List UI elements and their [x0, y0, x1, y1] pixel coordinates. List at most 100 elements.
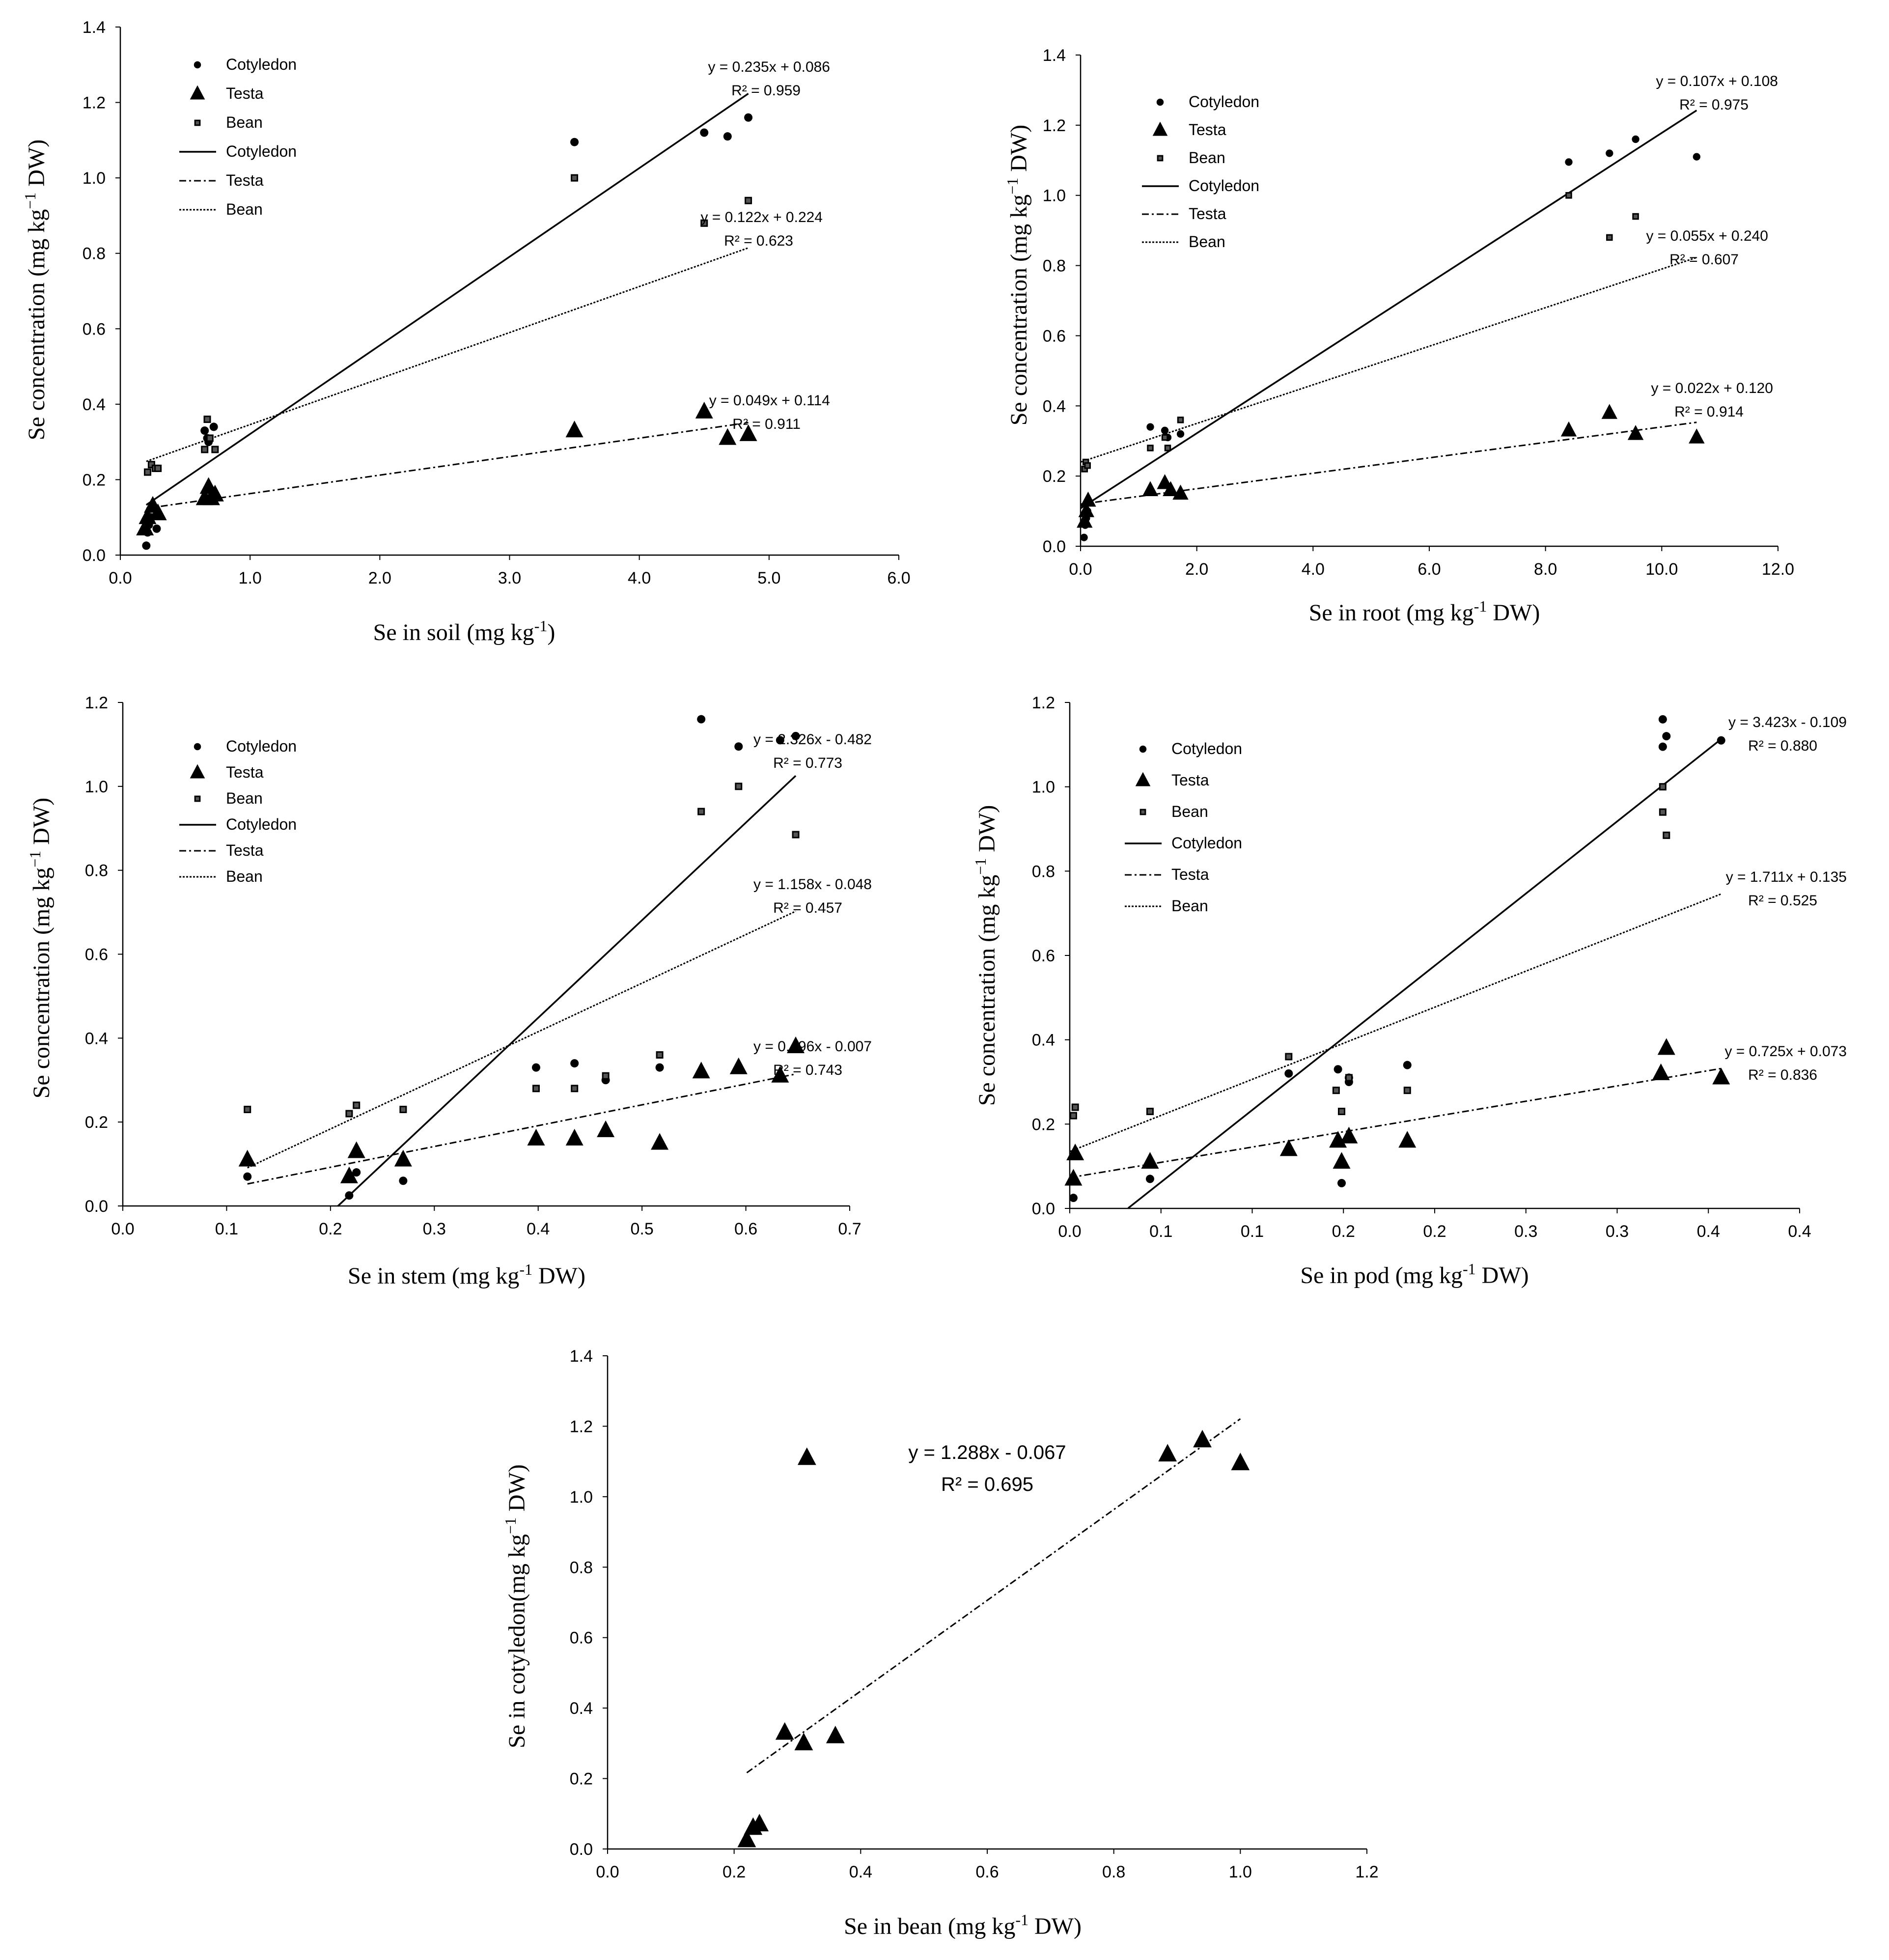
y-tick-label: 1.2 — [83, 94, 106, 112]
fit-r2: R² = 0.911 — [732, 416, 801, 432]
x-tick-label: 0.1 — [1149, 1222, 1172, 1241]
data-point — [597, 1120, 615, 1137]
legend-label: Cotyledon — [1189, 93, 1259, 111]
data-point-inner — [354, 1103, 359, 1108]
y-tick-label: 1.0 — [1043, 187, 1066, 205]
x-axis-title-main: Se in root (mg kg — [1309, 600, 1474, 626]
fit-r2: R² = 0.525 — [1748, 893, 1817, 909]
x-tick-label: 0.7 — [838, 1220, 861, 1238]
x-axis-title-tail: DW) — [1028, 1913, 1082, 1939]
data-point — [1077, 512, 1093, 528]
data-point-inner — [347, 1111, 352, 1116]
x-tick-label: 12.0 — [1762, 560, 1794, 579]
data-point-inner — [1085, 463, 1089, 468]
legend-label: Bean — [226, 200, 263, 218]
x-tick-label: 0.4 — [1697, 1222, 1720, 1241]
data-point-inner — [572, 175, 577, 180]
y-tick-label: 0.6 — [1043, 327, 1066, 345]
x-tick-label: 0.4 — [849, 1863, 872, 1881]
y-axis-title-main: Se in cotyledon(mg kg — [504, 1534, 530, 1748]
y-tick-label: 0.4 — [85, 1029, 108, 1048]
x-tick-label: 1.2 — [1355, 1863, 1378, 1881]
legend-marker — [1139, 745, 1147, 753]
legend-marker — [194, 743, 201, 751]
fit-line-cotyledon — [1080, 110, 1697, 509]
y-tick-label: 0.6 — [570, 1629, 593, 1648]
data-point-inner — [1178, 418, 1183, 422]
y-tick-label: 0.2 — [83, 471, 106, 489]
panel-pod: 0.0 0.1 0.1 0.2 0.2 0.3 0.3 0.4 0.4 0.0 0.2 0.4 0.6 0… — [972, 694, 1847, 1288]
data-point — [1658, 742, 1667, 751]
y-axis-title: Se in cotyledon(mg kg−1 DW) — [501, 1464, 530, 1748]
fit-line-testa — [146, 421, 749, 509]
data-point — [1652, 1063, 1670, 1080]
y-axis-title-sup: −1 — [1003, 178, 1021, 195]
y-tick-label: 1.0 — [83, 169, 106, 188]
legend-marker-inner — [195, 121, 199, 125]
x-axis-title-sup: -1 — [534, 617, 548, 635]
data-point-inner — [401, 1107, 406, 1112]
data-point-inner — [1148, 446, 1152, 450]
data-point — [152, 524, 161, 533]
data-point — [776, 736, 784, 745]
y-tick-label: 0.8 — [83, 245, 106, 263]
data-point — [1069, 1194, 1078, 1203]
y-tick-label: 1.4 — [83, 18, 106, 37]
data-point-inner — [1634, 214, 1638, 219]
panel-bean: 0.0 0.2 0.4 0.6 0.8 1.0 1.2 0.0 0.2 0.4 0.6 0.8 1.0 1… — [501, 1347, 1379, 1939]
y-axis-title-tail: DW) — [24, 140, 50, 193]
y-axis-title: Se concentration (mg kg−1 DW) — [26, 798, 55, 1099]
data-point-inner — [213, 447, 218, 452]
fit-line-bean — [146, 247, 749, 462]
fit-r2: R² = 0.959 — [731, 83, 801, 99]
data-point — [1333, 1065, 1342, 1074]
y-tick-label: 1.2 — [85, 694, 108, 712]
legend-label: Testa — [1171, 866, 1209, 883]
y-tick-label: 0.2 — [1032, 1115, 1055, 1134]
data-point — [347, 1141, 365, 1158]
legend-marker — [1135, 772, 1151, 786]
legend-label: Testa — [226, 171, 264, 189]
y-tick-label: 0.6 — [1032, 947, 1055, 965]
series-bean — [1069, 783, 1670, 1120]
data-point — [345, 1191, 354, 1200]
data-point-inner — [1405, 1088, 1410, 1093]
data-point — [1398, 1131, 1417, 1148]
data-point — [352, 1168, 361, 1177]
data-point — [1066, 1144, 1084, 1161]
x-axis-title-sup: -1 — [1474, 597, 1487, 615]
legend-label: Bean — [226, 789, 263, 807]
legend-label: Cotyledon — [226, 815, 297, 833]
data-point — [794, 1733, 813, 1751]
fit-r2: R² = 0.607 — [1669, 252, 1739, 268]
legend-label: Bean — [1189, 149, 1225, 167]
x-tick-label: 2.0 — [368, 569, 391, 588]
x-tick-label: 0.8 — [1102, 1863, 1125, 1881]
fit-equation: y = 0.496x - 0.007 — [753, 1038, 872, 1055]
data-point — [399, 1176, 408, 1185]
data-point-inner — [746, 198, 751, 203]
data-point — [719, 428, 737, 445]
x-axis-title: Se in stem (mg kg-1 DW) — [348, 1260, 585, 1289]
x-tick-label: 8.0 — [1534, 560, 1557, 579]
data-point-inner — [1286, 1054, 1291, 1059]
data-point-inner — [149, 462, 154, 467]
data-point — [142, 541, 151, 550]
x-tick-label: 0.0 — [596, 1863, 619, 1881]
data-point — [737, 1829, 756, 1848]
data-point — [1601, 404, 1618, 419]
legend-marker — [190, 85, 205, 100]
x-axis-title-main: Se in soil (mg kg — [373, 619, 534, 645]
data-point-inner — [1664, 833, 1669, 838]
y-axis-title: Se concentration (mg kg−1 DW) — [1003, 125, 1032, 426]
legend-label: Testa — [1189, 121, 1226, 139]
y-tick-label: 0.4 — [570, 1699, 593, 1718]
data-point-inner — [603, 1073, 608, 1078]
x-tick-label: 0.4 — [527, 1220, 550, 1238]
fit-equation: y = 0.725x + 0.073 — [1724, 1043, 1847, 1060]
x-axis-title-tail: DW) — [1476, 1262, 1529, 1288]
series-cotyledon-vs-bean — [737, 1429, 1250, 1848]
y-axis-title: Se concentration (mg kg−1 DW) — [972, 805, 1000, 1106]
legend-label: Testa — [1171, 771, 1209, 789]
data-point — [1662, 732, 1671, 741]
